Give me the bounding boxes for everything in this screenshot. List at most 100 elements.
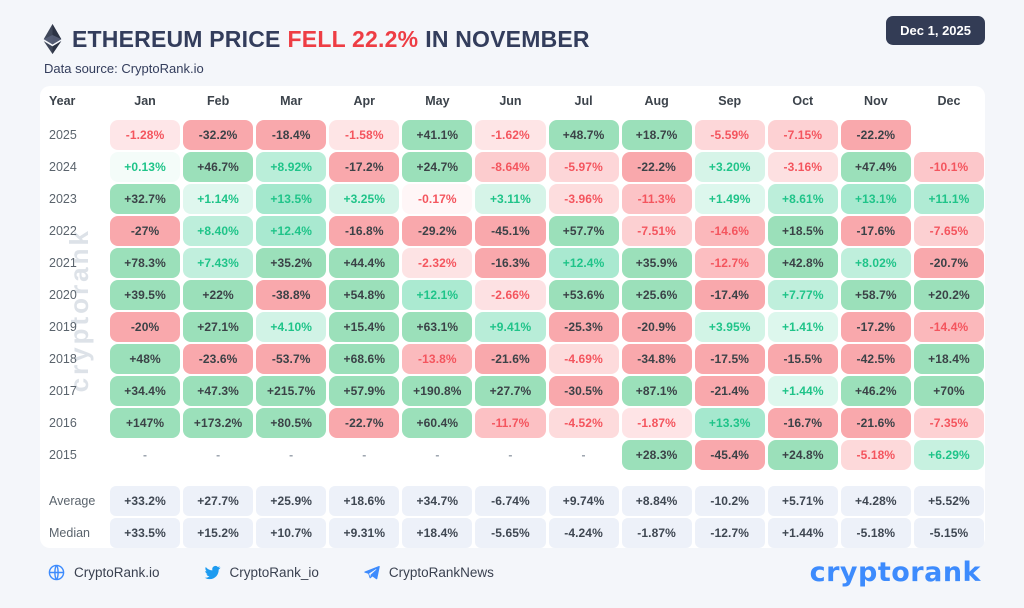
- heatmap-cell: -13.8%: [402, 344, 473, 374]
- heatmap-cell: -32.2%: [183, 120, 254, 150]
- heatmap-cell: +3.20%: [694, 152, 765, 182]
- heatmap-cell: +13.1%: [840, 184, 911, 214]
- ethereum-icon: [43, 24, 62, 54]
- heatmap-cell: +3.25%: [329, 184, 400, 214]
- data-source-label: Data source: CryptoRank.io: [44, 61, 204, 76]
- heatmap-cell: +12.4%: [256, 216, 327, 246]
- date-badge: Dec 1, 2025: [886, 16, 985, 45]
- heatmap-cell: -: [362, 448, 367, 462]
- column-header: Feb: [207, 94, 230, 108]
- heatmap-cell: +57.7%: [548, 216, 619, 246]
- heatmap-cell: +57.9%: [329, 376, 400, 406]
- telegram-link[interactable]: CryptoRankNews: [363, 564, 494, 581]
- heatmap-cell: -16.8%: [329, 216, 400, 246]
- heatmap-cell: +80.5%: [256, 408, 327, 438]
- row-year-label: 2022: [49, 224, 77, 238]
- heatmap-cell: +48.7%: [548, 120, 619, 150]
- row-year-label: 2016: [49, 416, 77, 430]
- column-header: Oct: [792, 94, 814, 108]
- summary-cell: +9.74%: [548, 486, 619, 516]
- summary-cell: -12.7%: [694, 518, 765, 548]
- heatmap-cell: -25.3%: [548, 312, 619, 342]
- heatmap-cell: -7.15%: [767, 120, 838, 150]
- twitter-link[interactable]: CryptoRank_io: [204, 564, 319, 581]
- heatmap-cell: +78.3%: [110, 248, 181, 278]
- summary-cell: -4.24%: [548, 518, 619, 548]
- heatmap-cell: +18.7%: [621, 120, 692, 150]
- heatmap-cell: +12.4%: [548, 248, 619, 278]
- heatmap-cell: +35.9%: [621, 248, 692, 278]
- heatmap-cell: +27.7%: [475, 376, 546, 406]
- heatmap-cell: -17.4%: [694, 280, 765, 310]
- row-year-label: 2023: [49, 192, 77, 206]
- heatmap-cell: +8.92%: [256, 152, 327, 182]
- row-year-label: 2020: [49, 288, 77, 302]
- heatmap-cell: [914, 120, 984, 150]
- heatmap-cell: -15.5%: [767, 344, 838, 374]
- summary-cell: +18.4%: [402, 518, 473, 548]
- heatmap-cell: +9.41%: [475, 312, 546, 342]
- heatmap-cell: -27%: [110, 216, 181, 246]
- heatmap-cell: +8.02%: [840, 248, 911, 278]
- heatmap-cell: -21.6%: [840, 408, 911, 438]
- heatmap-cell: -1.62%: [475, 120, 546, 150]
- heatmap-cell: +58.7%: [840, 280, 911, 310]
- heatmap-cell: -3.16%: [767, 152, 838, 182]
- summary-cell: +8.84%: [621, 486, 692, 516]
- heatmap-cell: -: [435, 448, 440, 462]
- heatmap-cell: +24.7%: [402, 152, 473, 182]
- column-header: May: [425, 94, 450, 108]
- summary-row-label: Average: [49, 494, 96, 508]
- heatmap-cell: -18.4%: [256, 120, 327, 150]
- summary-cell: +4.28%: [840, 486, 911, 516]
- heatmap-cell: +1.44%: [767, 376, 838, 406]
- heatmap-cell: +4.10%: [256, 312, 327, 342]
- heatmap-cell: -1.58%: [329, 120, 400, 150]
- heatmap-cell: -21.6%: [475, 344, 546, 374]
- heatmap-cell: -21.4%: [694, 376, 765, 406]
- heatmap-cell: -22.2%: [840, 120, 911, 150]
- heatmap-cell: +13.3%: [694, 408, 765, 438]
- heatmap-cell: -11.7%: [475, 408, 546, 438]
- heatmap-cell: -4.52%: [548, 408, 619, 438]
- table-row: 2020 +39.5% +22% -38.8% +54.8% +12.1% -2.66% +5…: [43, 280, 984, 310]
- heatmap-cell: +68.6%: [329, 344, 400, 374]
- table-row: Year Jan Feb Mar Apr May Jun Jul Aug Sep Oct Nov Dec: [43, 90, 984, 112]
- heatmap-cell: -17.2%: [329, 152, 400, 182]
- heatmap-cell: -5.97%: [548, 152, 619, 182]
- heatmap-cell: -5.59%: [694, 120, 765, 150]
- heatmap-cell: -17.2%: [840, 312, 911, 342]
- column-header: Aug: [644, 94, 669, 108]
- table-row: 2023 +32.7% +1.14% +13.5% +3.25% -0.17% +3.11%…: [43, 184, 984, 214]
- summary-cell: +18.6%: [329, 486, 400, 516]
- summary-cell: -10.2%: [694, 486, 765, 516]
- heatmap-cell: -22.2%: [621, 152, 692, 182]
- heatmap-cell: -53.7%: [256, 344, 327, 374]
- heatmap-cell: -22.7%: [329, 408, 400, 438]
- column-header: Year: [49, 94, 76, 108]
- website-link[interactable]: CryptoRank.io: [48, 564, 160, 581]
- heatmap-cell: -14.4%: [913, 312, 984, 342]
- row-year-label: 2019: [49, 320, 77, 334]
- heatmap-cell: +8.40%: [183, 216, 254, 246]
- heatmap-cell: +147%: [110, 408, 181, 438]
- row-year-label: 2021: [49, 256, 77, 270]
- heatmap-cell: -5.18%: [840, 440, 911, 470]
- heatmap-cell: -: [508, 448, 513, 462]
- heatmap-cell: +11.1%: [913, 184, 984, 214]
- heatmap-cell: +1.49%: [694, 184, 765, 214]
- heatmap-cell: -45.1%: [475, 216, 546, 246]
- summary-cell: +33.2%: [110, 486, 181, 516]
- heatmap-cell: +47.4%: [840, 152, 911, 182]
- heatmap-cell: -20%: [110, 312, 181, 342]
- row-year-label: 2017: [49, 384, 77, 398]
- heatmap-cell: -7.65%: [913, 216, 984, 246]
- table-row: 2015 - - - - - - - +28.3% -45.4% +24.8% -5.18% +6.29…: [43, 440, 984, 470]
- summary-cell: +5.71%: [767, 486, 838, 516]
- row-year-label: 2015: [49, 448, 77, 462]
- table-row: 2024 +0.13% +46.7% +8.92% -17.2% +24.7% -8.64%…: [43, 152, 984, 182]
- heatmap-cell: -1.87%: [621, 408, 692, 438]
- heatmap-cell: -20.7%: [913, 248, 984, 278]
- heatmap-cell: +70%: [913, 376, 984, 406]
- summary-cell: +34.7%: [402, 486, 473, 516]
